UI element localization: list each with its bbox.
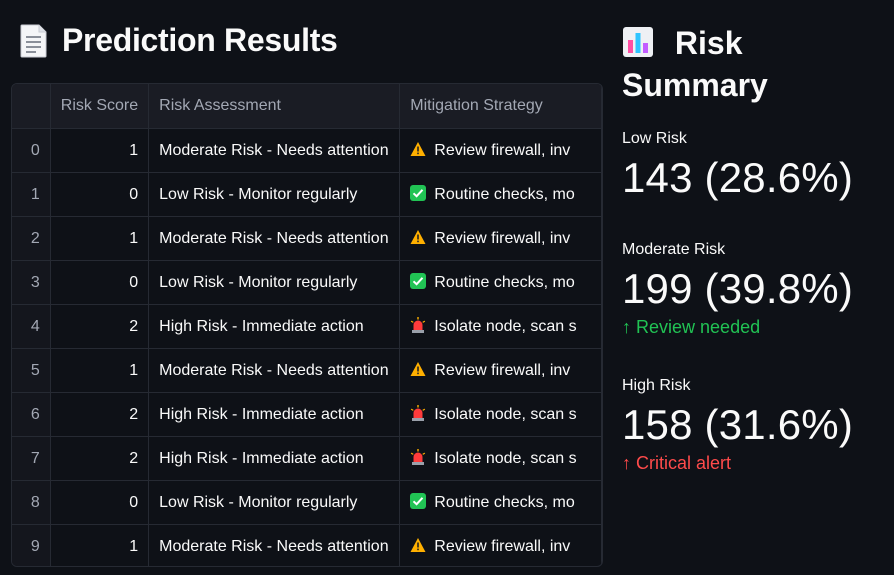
- mitigation-text: Review firewall, inv: [434, 361, 571, 379]
- metric-high-risk: High Risk 158 (31.6%) ↑ Critical alert: [622, 377, 853, 474]
- mitigation-strategy-cell[interactable]: Review firewall, inv: [399, 524, 602, 566]
- table-row[interactable]: 9 1 Moderate Risk - Needs attention Review …: [12, 524, 602, 566]
- risk-score-cell[interactable]: 1: [50, 128, 150, 173]
- mitigation-strategy-cell[interactable]: Isolate node, scan s: [399, 436, 602, 481]
- risk-assessment-cell[interactable]: High Risk - Immediate action: [148, 436, 401, 481]
- page-title: Prediction Results: [62, 22, 338, 58]
- mitigation-strategy-cell[interactable]: Review firewall, inv: [399, 216, 602, 261]
- row-index[interactable]: 7: [12, 436, 51, 481]
- mitigation-strategy-cell[interactable]: Isolate node, scan s: [399, 304, 602, 349]
- risk-assessment-cell[interactable]: Moderate Risk - Needs attention: [148, 348, 401, 393]
- risk-score-cell[interactable]: 1: [50, 216, 150, 261]
- table-row[interactable]: 3 0 Low Risk - Monitor regularly Routine ch…: [12, 260, 602, 305]
- siren-icon: [410, 317, 426, 333]
- table-header-row: Risk Score Risk Assessment Mitigation St…: [12, 84, 602, 129]
- arrow-up-icon: ↑: [622, 453, 631, 473]
- results-table[interactable]: Risk Score Risk Assessment Mitigation St…: [11, 83, 603, 567]
- mitigation-strategy-cell[interactable]: Routine checks, mo: [399, 172, 602, 217]
- mitigation-text: Review firewall, inv: [434, 141, 571, 159]
- risk-score-cell[interactable]: 2: [50, 392, 150, 437]
- risk-assessment-cell[interactable]: Moderate Risk - Needs attention: [148, 216, 401, 261]
- risk-assessment-cell[interactable]: Low Risk - Monitor regularly: [148, 260, 401, 305]
- siren-icon: [410, 405, 426, 421]
- metric-value: 143 (28.6%): [622, 154, 854, 201]
- risk-score-cell[interactable]: 1: [50, 524, 150, 566]
- table-row[interactable]: 8 0 Low Risk - Monitor regularly Routine ch…: [12, 480, 602, 525]
- metric-value: 158 (31.6%): [622, 401, 854, 448]
- mitigation-strategy-cell[interactable]: Isolate node, scan s: [399, 392, 602, 437]
- bar-chart-icon: [623, 27, 653, 57]
- row-index[interactable]: 9: [12, 524, 51, 566]
- metric-delta-text: Critical alert: [636, 453, 732, 473]
- risk-score-cell[interactable]: 2: [50, 304, 150, 349]
- column-header-mitigation-strategy[interactable]: Mitigation Strategy: [399, 84, 602, 129]
- table-row[interactable]: 5 1 Moderate Risk - Needs attention Review …: [12, 348, 602, 393]
- warning-icon: [410, 361, 426, 377]
- column-header-risk-assessment[interactable]: Risk Assessment: [148, 84, 401, 129]
- mitigation-strategy-cell[interactable]: Routine checks, mo: [399, 260, 602, 305]
- risk-score-cell[interactable]: 2: [50, 436, 150, 481]
- row-index[interactable]: 1: [12, 172, 51, 217]
- metric-delta-text: Review needed: [636, 317, 761, 337]
- arrow-up-icon: ↑: [622, 317, 631, 337]
- summary-title: Risk Summary: [622, 25, 768, 103]
- summary-title-row: Risk Summary: [622, 22, 882, 106]
- metric-delta: ↑ Critical alert: [622, 453, 853, 474]
- risk-assessment-cell[interactable]: High Risk - Immediate action: [148, 392, 401, 437]
- check-icon: [410, 185, 427, 201]
- row-index[interactable]: 4: [12, 304, 51, 349]
- mitigation-text: Review firewall, inv: [434, 229, 571, 247]
- row-index[interactable]: 6: [12, 392, 51, 437]
- mitigation-text: Routine checks, mo: [434, 493, 575, 511]
- mitigation-text: Review firewall, inv: [434, 537, 571, 555]
- mitigation-strategy-cell[interactable]: Review firewall, inv: [399, 128, 602, 173]
- warning-icon: [410, 229, 426, 245]
- check-icon: [410, 493, 427, 509]
- metric-label: Low Risk: [622, 130, 687, 147]
- page-title-row: Prediction Results: [20, 22, 338, 59]
- row-index[interactable]: 5: [12, 348, 51, 393]
- risk-assessment-cell[interactable]: Low Risk - Monitor regularly: [148, 172, 401, 217]
- metric-low-risk: Low Risk 143 (28.6%): [622, 130, 853, 202]
- row-index[interactable]: 3: [12, 260, 51, 305]
- risk-assessment-cell[interactable]: Low Risk - Monitor regularly: [148, 480, 401, 525]
- mitigation-text: Routine checks, mo: [434, 273, 575, 291]
- table-row[interactable]: 7 2 High Risk - Immediate action Isolate no…: [12, 436, 602, 481]
- risk-score-cell[interactable]: 0: [50, 172, 150, 217]
- column-header-risk-score[interactable]: Risk Score: [50, 84, 150, 129]
- metric-value: 199 (39.8%): [622, 265, 854, 312]
- mitigation-strategy-cell[interactable]: Routine checks, mo: [399, 480, 602, 525]
- warning-icon: [410, 537, 426, 553]
- table-row[interactable]: 4 2 High Risk - Immediate action Isolate no…: [12, 304, 602, 349]
- table-row[interactable]: 1 0 Low Risk - Monitor regularly Routine ch…: [12, 172, 602, 217]
- column-header-index[interactable]: [12, 84, 51, 129]
- risk-assessment-cell[interactable]: Moderate Risk - Needs attention: [148, 128, 401, 173]
- row-index[interactable]: 0: [12, 128, 51, 173]
- metric-moderate-risk: Moderate Risk 199 (39.8%) ↑ Review neede…: [622, 241, 853, 338]
- risk-score-cell[interactable]: 0: [50, 480, 150, 525]
- metric-delta: ↑ Review needed: [622, 317, 853, 338]
- row-index[interactable]: 8: [12, 480, 51, 525]
- mitigation-text: Isolate node, scan s: [434, 405, 577, 423]
- mitigation-text: Isolate node, scan s: [434, 449, 577, 467]
- mitigation-text: Isolate node, scan s: [434, 317, 577, 335]
- mitigation-text: Routine checks, mo: [434, 185, 575, 203]
- risk-score-cell[interactable]: 1: [50, 348, 150, 393]
- risk-assessment-cell[interactable]: High Risk - Immediate action: [148, 304, 401, 349]
- metric-label: High Risk: [622, 377, 691, 394]
- table-row[interactable]: 6 2 High Risk - Immediate action Isolate no…: [12, 392, 602, 437]
- risk-assessment-cell[interactable]: Moderate Risk - Needs attention: [148, 524, 401, 566]
- risk-score-cell[interactable]: 0: [50, 260, 150, 305]
- check-icon: [410, 273, 427, 289]
- metric-label: Moderate Risk: [622, 241, 726, 258]
- mitigation-strategy-cell[interactable]: Review firewall, inv: [399, 348, 602, 393]
- row-index[interactable]: 2: [12, 216, 51, 261]
- page-icon: [20, 24, 47, 57]
- table-row[interactable]: 0 1 Moderate Risk - Needs attention Review …: [12, 128, 602, 173]
- warning-icon: [410, 141, 426, 157]
- table-row[interactable]: 2 1 Moderate Risk - Needs attention Review …: [12, 216, 602, 261]
- siren-icon: [410, 449, 426, 465]
